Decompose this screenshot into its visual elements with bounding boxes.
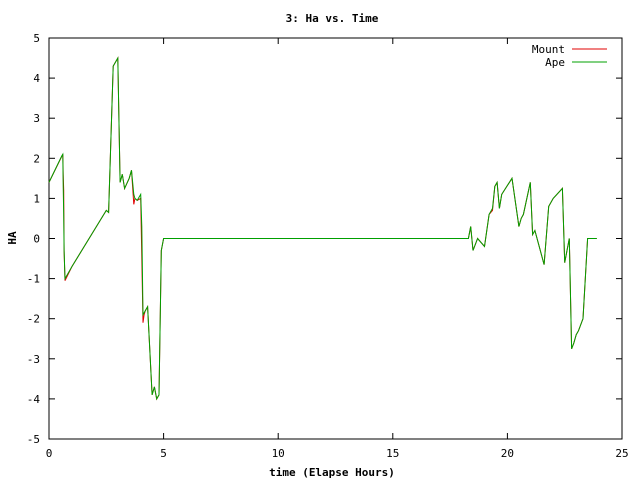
y-tick-label: -4 (27, 393, 41, 406)
y-tick-label: 0 (33, 233, 40, 246)
x-tick-label: 15 (386, 447, 399, 460)
x-tick-label: 5 (160, 447, 167, 460)
y-tick-label: 4 (33, 72, 40, 85)
series-line-mount (48, 56, 597, 401)
x-tick-label: 0 (46, 447, 53, 460)
series-line-ape (48, 56, 597, 401)
y-tick-label: -5 (27, 433, 40, 446)
legend-label-mount: Mount (532, 43, 565, 56)
x-tick-label: 10 (272, 447, 285, 460)
x-tick-label: 25 (615, 447, 628, 460)
x-axis-label: time (Elapse Hours) (269, 466, 395, 479)
chart-title: 3: Ha vs. Time (286, 12, 379, 25)
y-axis-label: HA (6, 231, 19, 245)
y-tick-label: 2 (33, 152, 40, 165)
y-tick-label: 5 (33, 32, 40, 45)
y-tick-label: 3 (33, 112, 40, 125)
series-layer (48, 56, 597, 401)
y-tick-label: -2 (27, 313, 40, 326)
y-tick-label: -3 (27, 353, 40, 366)
legend-label-ape: Ape (545, 56, 565, 69)
y-tick-label: 1 (33, 192, 40, 205)
y-tick-label: -1 (27, 273, 40, 286)
x-tick-label: 20 (501, 447, 514, 460)
